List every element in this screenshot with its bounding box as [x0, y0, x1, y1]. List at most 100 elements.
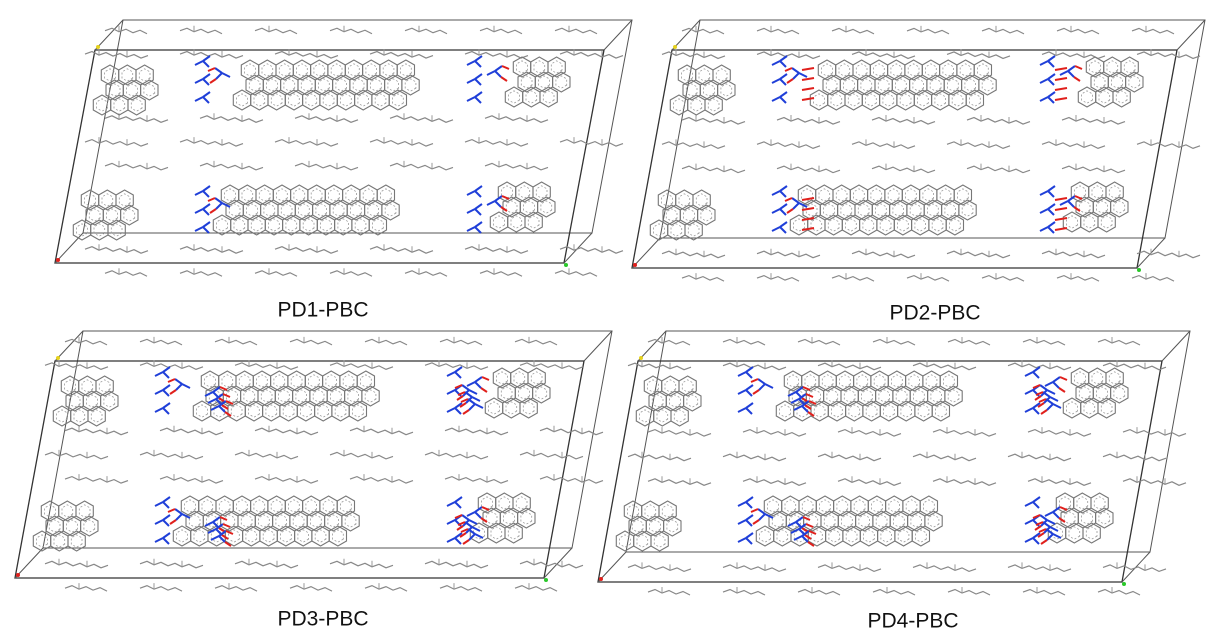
ring: [248, 215, 265, 235]
chain: [948, 590, 990, 596]
ring: [679, 376, 696, 396]
ring: [1076, 383, 1093, 403]
ring-inner: [534, 61, 545, 73]
ring: [868, 185, 885, 205]
group-bond: [211, 406, 219, 410]
ring: [320, 496, 337, 516]
ring: [280, 401, 297, 421]
ring: [277, 526, 294, 546]
ring: [116, 190, 133, 210]
ring-inner: [313, 390, 324, 402]
ring: [1104, 57, 1121, 77]
group-bond: [780, 92, 787, 97]
chain: [555, 271, 597, 277]
group-bond: [203, 227, 209, 233]
chain: [1098, 339, 1140, 345]
ring-inner: [842, 515, 853, 527]
ring-inner: [284, 79, 295, 91]
ring-inner: [1114, 201, 1125, 213]
chain: [405, 271, 447, 277]
ring: [838, 200, 855, 220]
ring-inner: [648, 380, 659, 392]
ring-inner: [519, 387, 530, 399]
group-bond: [455, 497, 462, 502]
ring: [365, 200, 382, 220]
ring: [894, 215, 911, 235]
group-bond: [1053, 377, 1060, 382]
ring-inner: [824, 204, 835, 216]
ring-inner: [306, 94, 317, 106]
ring: [928, 386, 945, 406]
group-bond: [1048, 191, 1054, 197]
ring-inner: [74, 410, 85, 422]
group-bond: [802, 78, 814, 80]
ring: [259, 60, 276, 80]
group-bond: [163, 403, 170, 408]
group-bond: [1040, 191, 1048, 195]
group-bond: [475, 512, 481, 518]
ring-inner: [114, 99, 125, 111]
group-bond: [475, 377, 482, 382]
group-bond: [1050, 527, 1058, 531]
ring: [91, 220, 108, 240]
ring: [1078, 87, 1095, 107]
ring: [907, 200, 924, 220]
ring-inner: [501, 387, 512, 399]
group-bond: [759, 514, 765, 520]
ring: [659, 501, 676, 521]
ring: [295, 200, 312, 220]
ring: [888, 60, 905, 80]
group-bond: [163, 515, 170, 520]
ring: [838, 511, 855, 531]
chain: [1008, 565, 1071, 572]
group-bond: [210, 79, 216, 83]
ring: [238, 511, 255, 531]
ring-inner: [884, 405, 895, 417]
ring: [959, 200, 976, 220]
ring-inner: [1101, 216, 1112, 228]
ring: [843, 526, 860, 546]
ring-inner: [657, 410, 668, 422]
group-bond: [467, 209, 475, 213]
cell-front: [598, 361, 1162, 582]
ring: [246, 75, 263, 95]
group-bond: [802, 208, 814, 210]
ring-inner: [491, 527, 502, 539]
figure: PD1-PBC PD2-PBC PD3-PBC PD4-PBC: [0, 0, 1211, 634]
ring: [533, 383, 550, 403]
ring: [966, 90, 983, 110]
ring: [634, 531, 651, 551]
ring-inner: [509, 91, 520, 103]
group-bond: [203, 209, 209, 215]
group-bond: [163, 390, 169, 396]
ring-inner: [1107, 61, 1118, 73]
group-bond: [1047, 390, 1055, 394]
group-bond: [168, 509, 175, 512]
ring-inner: [667, 520, 678, 532]
chain: [65, 586, 107, 592]
group-bond: [475, 191, 481, 197]
group-bond: [475, 222, 482, 227]
ring-inner: [721, 84, 732, 96]
group-bond: [481, 388, 487, 392]
ring-inner: [665, 380, 676, 392]
group-bond: [793, 73, 799, 79]
ring: [932, 90, 949, 110]
chain: [1137, 142, 1200, 149]
group-bond: [455, 538, 461, 544]
ring-inner: [486, 512, 497, 524]
ring-inner: [841, 204, 852, 216]
ring-inner: [524, 201, 535, 213]
ring: [825, 215, 842, 235]
group-bond: [475, 382, 481, 388]
ring-inner: [551, 61, 562, 73]
ring-inner: [826, 79, 837, 91]
ring-inner: [891, 64, 902, 76]
chain: [628, 454, 691, 461]
group-bond: [753, 390, 759, 394]
ring-inner: [871, 189, 882, 201]
ring-inner: [119, 194, 130, 206]
chain: [275, 140, 338, 147]
ring-inner: [506, 402, 517, 414]
ring: [121, 205, 138, 225]
